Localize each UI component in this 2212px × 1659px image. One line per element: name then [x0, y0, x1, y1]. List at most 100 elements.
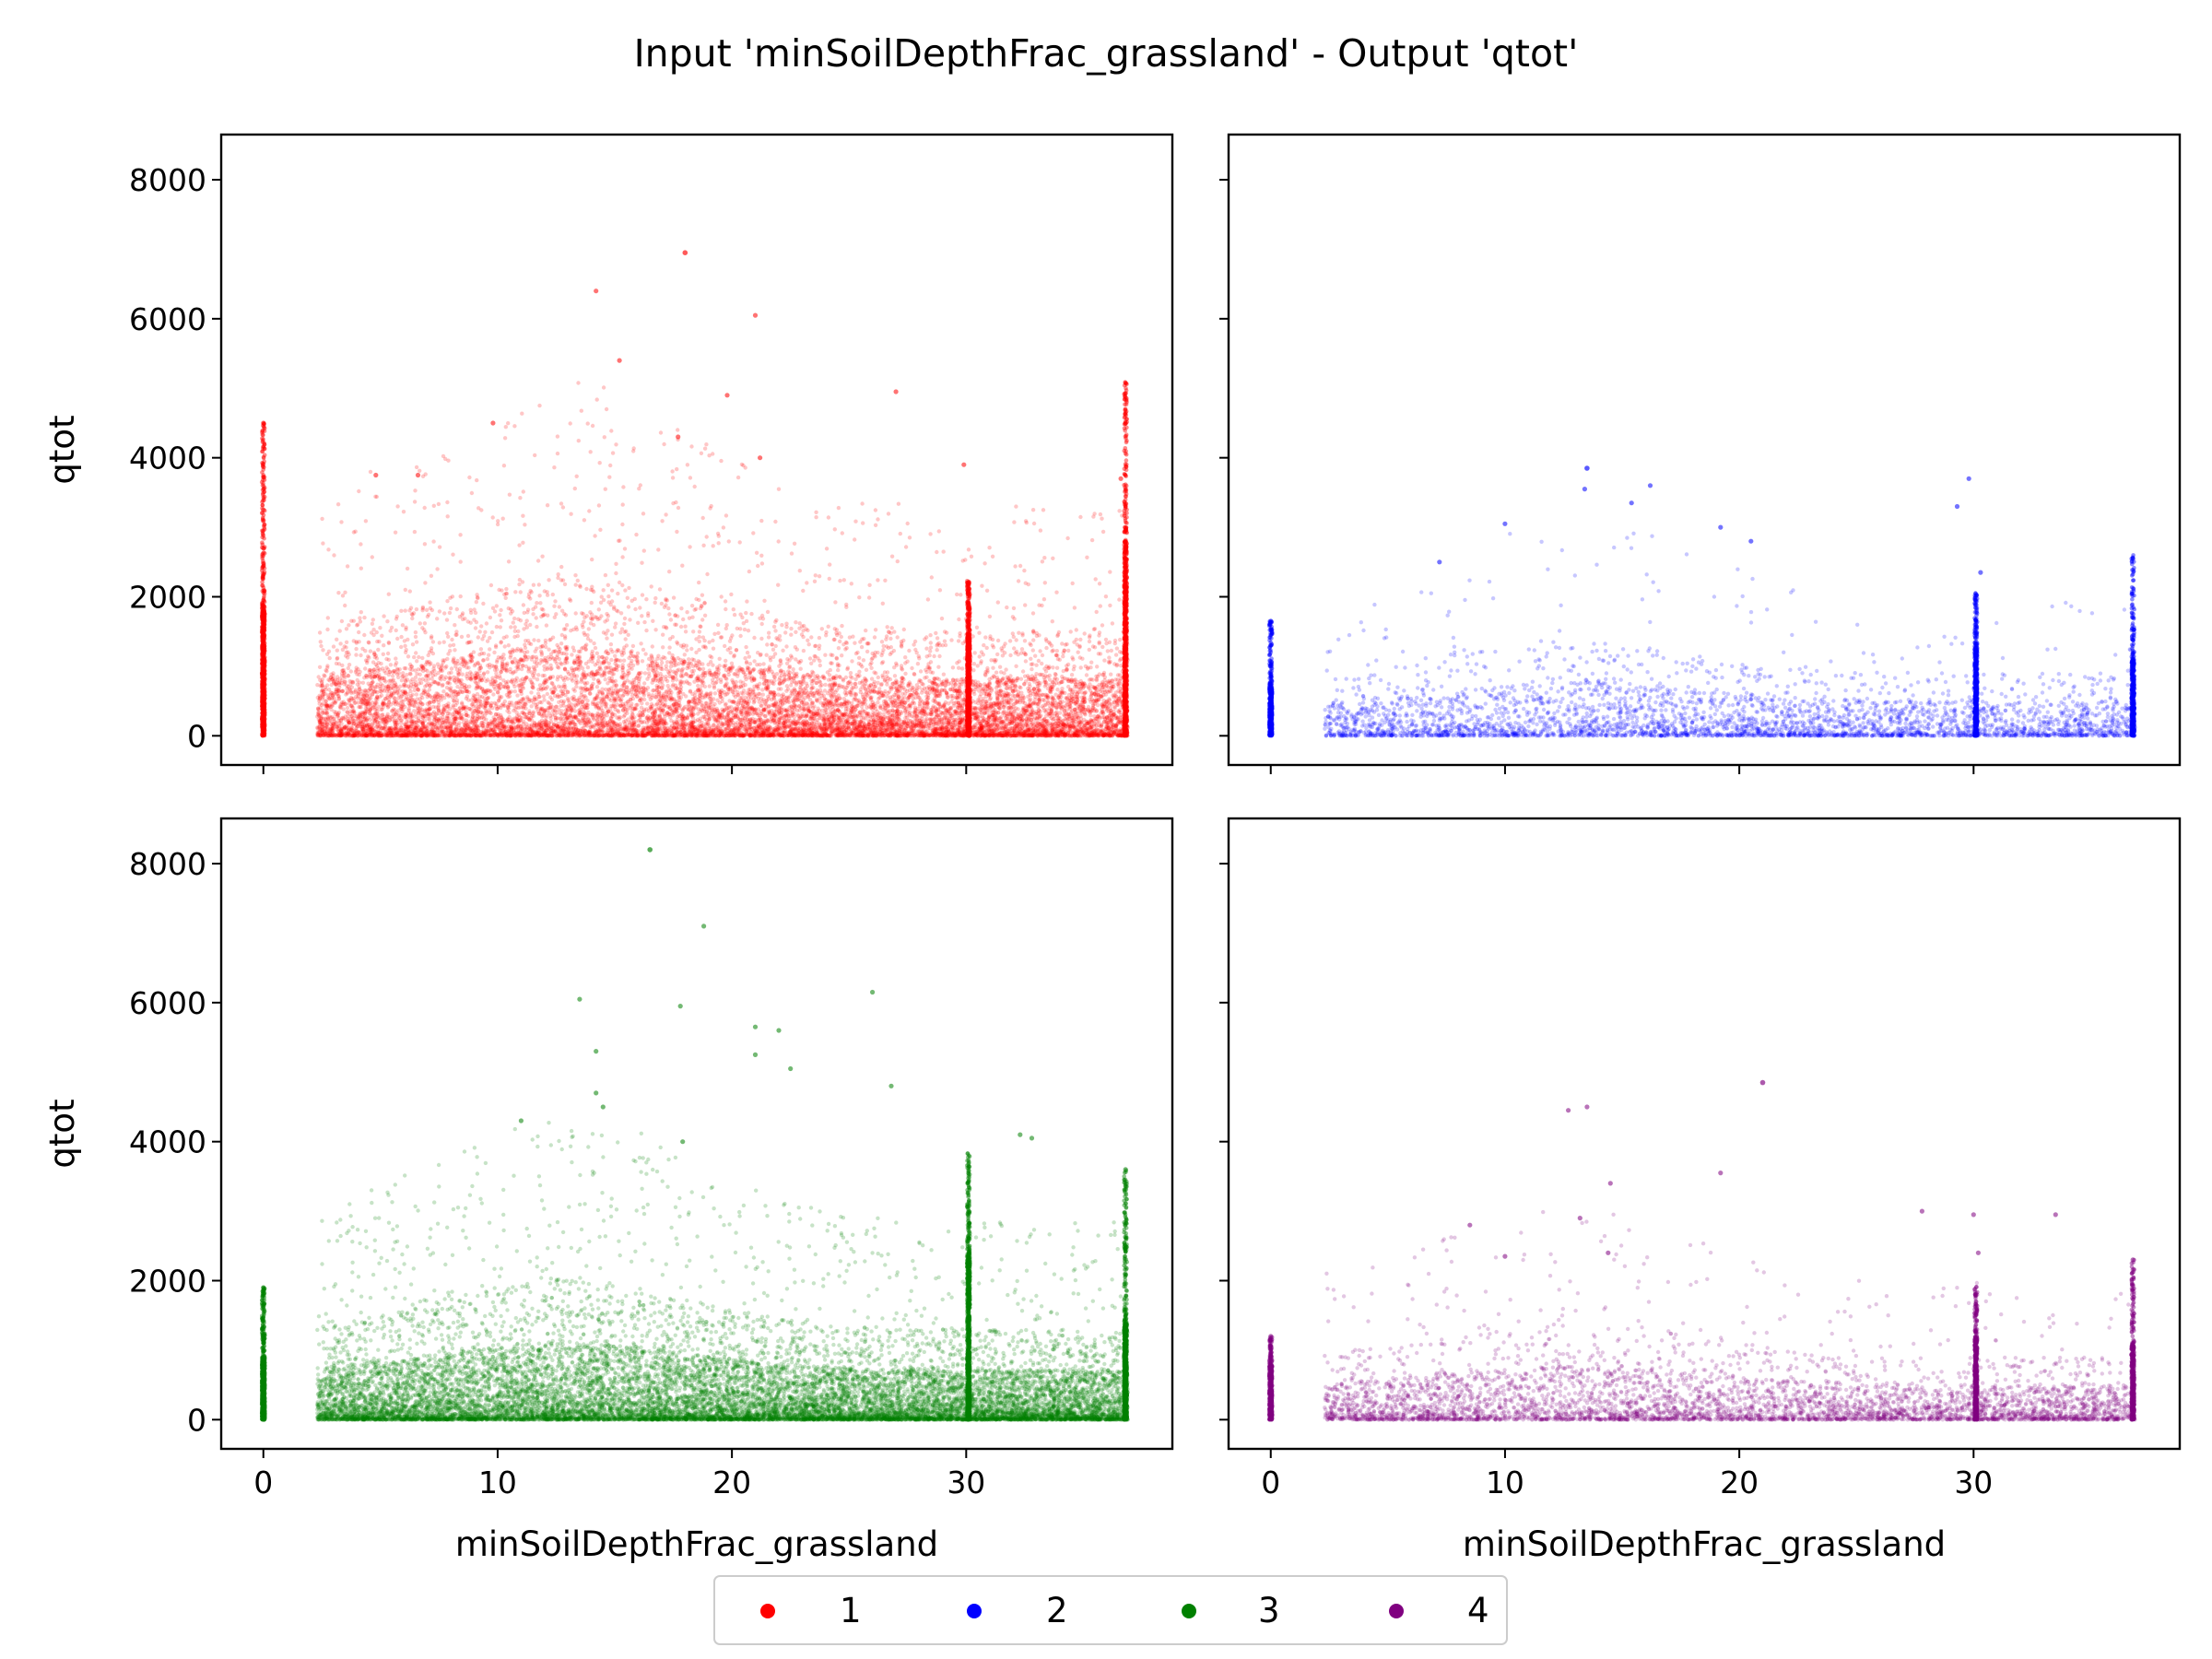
data-point: [1110, 649, 1113, 653]
data-point: [1050, 643, 1053, 647]
data-point: [729, 593, 733, 596]
data-point: [778, 638, 782, 641]
data-point: [690, 604, 694, 607]
data-point: [1017, 579, 1020, 582]
data-point: [1104, 594, 1108, 598]
data-point: [736, 476, 740, 479]
data-point: [864, 629, 867, 632]
data-point: [335, 649, 339, 653]
data-point: [354, 647, 358, 651]
data-point: [607, 476, 611, 479]
data-point: [318, 630, 322, 634]
data-point: [767, 631, 771, 635]
data-point: [758, 663, 761, 666]
data-point: [825, 547, 829, 550]
data-point: [924, 647, 928, 651]
data-point: [570, 653, 573, 656]
data-point: [591, 660, 594, 664]
data-point: [789, 633, 793, 637]
data-point: [448, 611, 452, 615]
data-point: [818, 574, 821, 578]
data-point: [404, 588, 407, 592]
data-point: [415, 465, 418, 469]
data-point: [627, 633, 630, 637]
data-point: [774, 644, 778, 648]
data-point: [517, 543, 521, 547]
data-point: [874, 628, 877, 631]
data-point: [1109, 673, 1112, 677]
data-point: [814, 511, 818, 514]
data-point: [853, 520, 857, 524]
data-point: [573, 487, 577, 490]
data-point: [435, 617, 439, 620]
data-point: [720, 594, 724, 598]
data-point: [784, 644, 788, 648]
data-point: [653, 628, 657, 631]
data-point: [1095, 665, 1099, 668]
data-point: [328, 656, 332, 660]
data-point: [691, 629, 695, 633]
data-point: [641, 648, 645, 652]
data-point: [781, 649, 784, 653]
data-point: [738, 634, 742, 638]
data-point: [559, 565, 563, 569]
data-point: [910, 666, 913, 670]
data-point: [929, 641, 933, 644]
data-point: [940, 617, 944, 620]
data-point: [546, 503, 549, 507]
data-point: [765, 653, 769, 657]
data-point: [604, 677, 607, 681]
data-point: [582, 518, 586, 522]
data-point: [827, 625, 830, 629]
data-point: [687, 657, 690, 661]
data-point: [523, 523, 526, 526]
figure-title: Input 'minSoilDepthFrac_grassland' - Out…: [634, 31, 1579, 76]
data-point: [772, 625, 776, 629]
data-point: [626, 596, 629, 600]
data-point: [773, 520, 777, 524]
data-point: [840, 653, 843, 657]
data-point: [801, 629, 805, 632]
data-point: [533, 453, 536, 457]
data-point: [470, 702, 474, 706]
data-point: [651, 644, 654, 648]
data-point: [818, 636, 821, 640]
data-point: [738, 627, 742, 630]
data-point: [524, 657, 528, 661]
data-point: [431, 539, 435, 543]
data-point: [683, 625, 687, 629]
data-point: [805, 581, 808, 584]
data-point: [1118, 638, 1122, 641]
data-point: [428, 600, 431, 604]
data-point: [971, 668, 975, 672]
data-point: [907, 649, 911, 653]
data-point: [557, 685, 560, 688]
data-point: [359, 610, 363, 614]
data-point: [1083, 631, 1087, 635]
data-point: [441, 689, 445, 693]
data-point: [1039, 528, 1042, 532]
data-point: [325, 664, 329, 667]
data-point: [876, 651, 879, 654]
data-point: [616, 592, 619, 595]
data-point: [474, 626, 477, 629]
data-point: [371, 622, 374, 626]
data-point: [507, 559, 511, 563]
data-point: [1106, 649, 1110, 653]
data-point: [621, 671, 625, 675]
data-point: [1018, 564, 1022, 568]
data-point: [663, 606, 666, 609]
data-point: [641, 659, 644, 663]
data-point: [1085, 556, 1088, 559]
data-point: [688, 545, 691, 548]
data-point: [621, 485, 625, 488]
data-point: [535, 616, 538, 619]
data-point: [823, 683, 827, 687]
data-point: [886, 625, 889, 629]
data-point: [608, 464, 612, 467]
data-point: [776, 583, 780, 587]
data-point: [332, 553, 335, 557]
data-point: [766, 610, 770, 614]
data-point: [684, 694, 688, 698]
